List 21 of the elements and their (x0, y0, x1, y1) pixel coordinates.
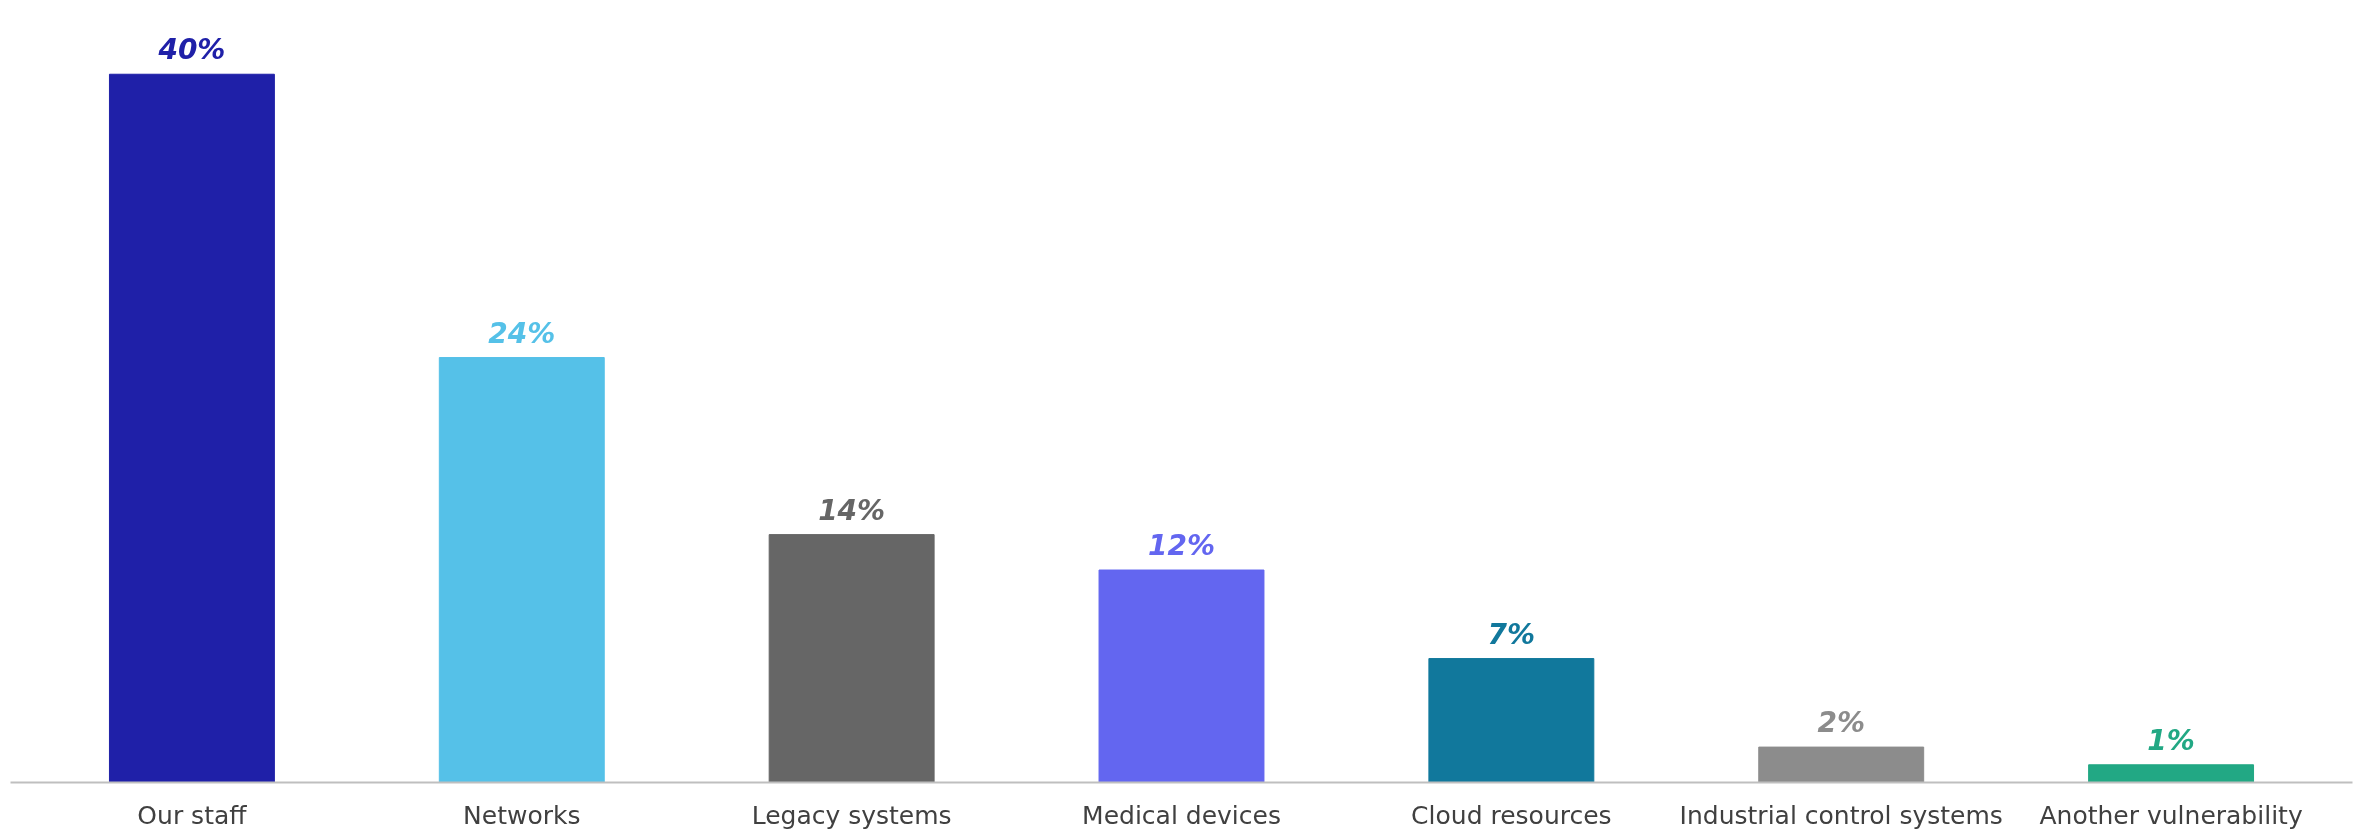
bar (1758, 746, 1925, 783)
x-tick-label: Our staff (137, 800, 248, 830)
data-label: 14% (818, 493, 886, 527)
data-label: 24% (488, 316, 556, 350)
x-tick-label: Another vulnerability (2039, 800, 2303, 830)
x-tick-label: Networks (463, 800, 581, 830)
bar (108, 73, 275, 783)
x-tick-label: Industrial control systems (1679, 800, 2003, 830)
x-tick-label: Cloud resources (1411, 800, 1612, 830)
bar (768, 534, 935, 783)
data-label: 2% (1817, 706, 1865, 740)
data-label: 7% (1487, 617, 1536, 651)
bar (1098, 569, 1265, 783)
x-tick-label: Legacy systems (751, 800, 952, 830)
bar (2088, 764, 2255, 783)
data-label: 1% (2147, 723, 2195, 757)
data-label: 12% (1147, 529, 1216, 563)
x-tick-label: Medical devices (1082, 800, 1281, 830)
data-label: 40% (157, 33, 226, 67)
bar (1428, 658, 1595, 783)
bar (438, 357, 605, 783)
